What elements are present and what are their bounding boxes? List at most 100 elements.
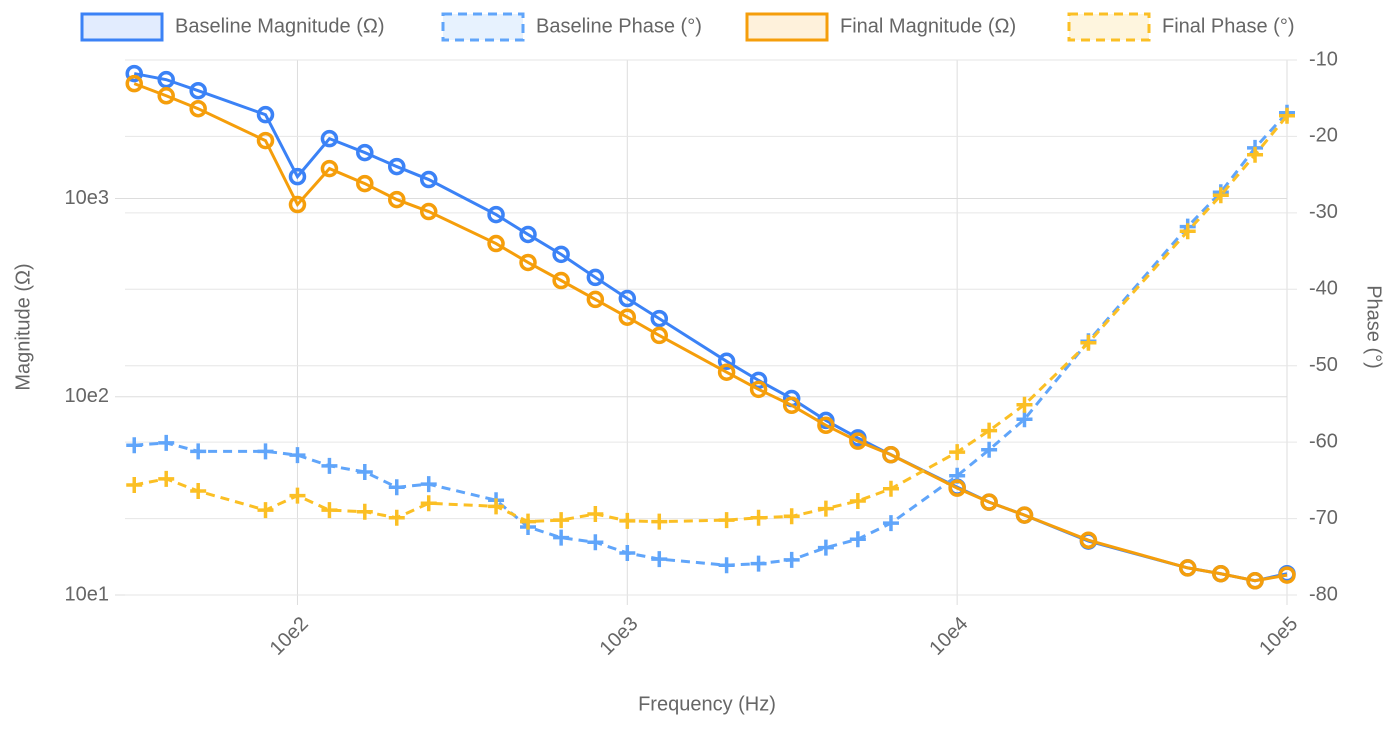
point bbox=[520, 513, 537, 530]
point bbox=[782, 396, 801, 415]
point bbox=[487, 234, 505, 253]
point bbox=[356, 503, 373, 520]
point bbox=[817, 539, 834, 556]
x-tick-label: 10e4 bbox=[925, 613, 972, 660]
point bbox=[289, 447, 306, 464]
point bbox=[618, 308, 637, 326]
point bbox=[257, 443, 274, 460]
point bbox=[817, 500, 834, 517]
point bbox=[949, 444, 966, 461]
point bbox=[586, 268, 605, 287]
y2-tick-label: -50 bbox=[1309, 354, 1338, 376]
y2-tick-label: -10 bbox=[1309, 48, 1338, 70]
point bbox=[1015, 506, 1034, 524]
point bbox=[420, 476, 437, 493]
point bbox=[356, 143, 374, 162]
legend-swatch bbox=[80, 12, 164, 42]
point bbox=[587, 534, 604, 551]
point bbox=[288, 195, 307, 214]
point bbox=[1247, 146, 1264, 163]
point bbox=[749, 380, 768, 399]
y-tick-label: 10e2 bbox=[65, 385, 110, 407]
point bbox=[619, 512, 636, 529]
y2-tick-label: -20 bbox=[1309, 125, 1338, 147]
point bbox=[981, 441, 998, 458]
point bbox=[1016, 411, 1033, 428]
y2-tick-label: -40 bbox=[1309, 278, 1338, 300]
point bbox=[419, 170, 438, 189]
legend-label: Baseline Phase (°) bbox=[536, 15, 702, 37]
point bbox=[1212, 187, 1229, 204]
point bbox=[388, 157, 406, 176]
point bbox=[783, 508, 800, 525]
legend-swatch bbox=[1067, 12, 1151, 42]
point bbox=[587, 505, 604, 522]
y-tick-label: 10e1 bbox=[65, 583, 110, 605]
point bbox=[388, 509, 405, 526]
point bbox=[488, 498, 505, 515]
point bbox=[189, 99, 207, 118]
point bbox=[718, 557, 735, 574]
point bbox=[817, 416, 835, 435]
point bbox=[125, 64, 143, 83]
point bbox=[388, 190, 406, 209]
point bbox=[650, 326, 669, 345]
point bbox=[126, 437, 143, 454]
point bbox=[980, 493, 998, 511]
x-axis-title: Frequency (Hz) bbox=[638, 693, 776, 715]
point bbox=[257, 502, 274, 519]
point bbox=[717, 352, 736, 371]
point bbox=[256, 131, 275, 150]
point bbox=[356, 174, 374, 193]
point bbox=[1279, 107, 1295, 124]
point bbox=[981, 422, 998, 439]
point bbox=[256, 105, 275, 124]
point bbox=[882, 515, 899, 532]
point bbox=[749, 371, 768, 390]
point bbox=[189, 81, 207, 100]
point bbox=[1016, 396, 1033, 413]
point bbox=[487, 205, 505, 224]
series-line bbox=[134, 111, 1289, 567]
y-tick-label: 10e3 bbox=[65, 187, 110, 209]
point bbox=[651, 551, 668, 568]
point bbox=[157, 87, 175, 105]
point bbox=[158, 434, 175, 451]
point bbox=[519, 225, 537, 244]
legend-swatch bbox=[745, 12, 829, 42]
point bbox=[519, 253, 537, 272]
point bbox=[552, 245, 570, 264]
point bbox=[783, 551, 800, 568]
y2-tick-label: -80 bbox=[1309, 583, 1338, 605]
x-tick-label: 10e3 bbox=[596, 613, 643, 660]
point bbox=[718, 512, 735, 529]
point bbox=[553, 512, 570, 529]
x-tick-label: 10e2 bbox=[266, 613, 313, 660]
point bbox=[651, 513, 668, 530]
legend-label: Final Phase (°) bbox=[1162, 15, 1295, 37]
point bbox=[717, 363, 736, 381]
point bbox=[849, 531, 866, 548]
legend-swatch bbox=[441, 12, 525, 42]
point bbox=[849, 432, 867, 450]
y2-tick-label: -30 bbox=[1309, 201, 1338, 223]
point bbox=[125, 74, 143, 93]
point bbox=[552, 271, 570, 290]
y2-tick-label: -60 bbox=[1309, 430, 1338, 452]
point bbox=[586, 290, 605, 309]
point bbox=[1178, 559, 1197, 577]
point bbox=[321, 457, 338, 474]
point bbox=[190, 443, 207, 460]
point bbox=[750, 509, 767, 526]
point bbox=[882, 480, 899, 497]
point bbox=[1079, 531, 1098, 549]
point bbox=[288, 167, 307, 186]
y2-axis-title: Phase (°) bbox=[1363, 285, 1385, 369]
point bbox=[619, 544, 636, 561]
point bbox=[882, 445, 900, 464]
point bbox=[321, 502, 338, 519]
x-tick-label: 10e5 bbox=[1255, 613, 1302, 660]
point bbox=[750, 555, 767, 572]
legend-label: Final Magnitude (Ω) bbox=[840, 15, 1016, 37]
